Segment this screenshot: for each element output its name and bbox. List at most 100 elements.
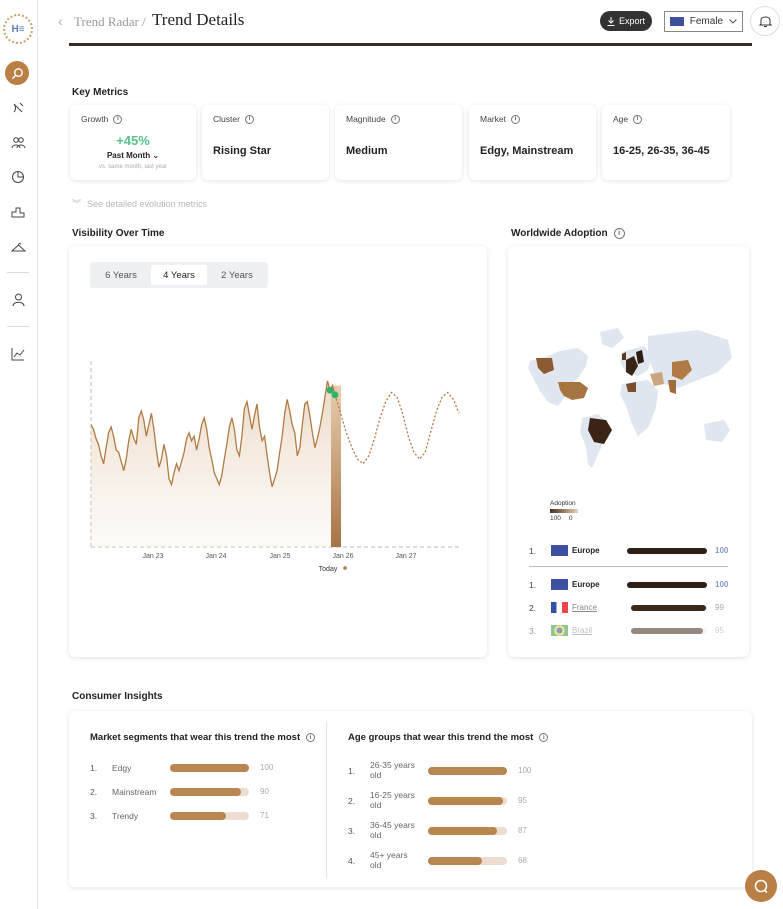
map-brazil[interactable]	[588, 418, 612, 444]
today-bar	[331, 385, 341, 547]
tab-4-years[interactable]: 4 Years	[151, 265, 207, 285]
data-point-marker[interactable]	[331, 391, 339, 399]
map-europe-west[interactable]	[626, 356, 638, 376]
growth-card: Growth i +45% Past Month ⌄ vs. same month…	[70, 105, 196, 180]
rank: 2.	[529, 602, 537, 613]
segment-label: Mainstream	[112, 787, 157, 797]
info-icon[interactable]: i	[633, 114, 643, 124]
age-bar-track	[428, 797, 507, 805]
segment-label: Edgy	[112, 763, 132, 773]
country-row-brazil[interactable]: 3. Brazil 95	[529, 625, 724, 636]
page-header: ‹ Trend Radar / Trend Details Export Fem…	[38, 0, 783, 46]
age-bar-track	[428, 767, 507, 775]
country-value: 99	[715, 603, 724, 612]
app-logo[interactable]: H≡	[3, 14, 33, 44]
map-uk[interactable]	[622, 352, 626, 360]
map-australia[interactable]	[704, 420, 730, 442]
sidebar: H≡	[0, 0, 38, 909]
nav-satellite[interactable]	[9, 99, 27, 117]
x-tick-label: Jan 23	[142, 553, 163, 560]
france-flag-icon	[551, 602, 568, 613]
breadcrumb-parent[interactable]: Trend Radar /	[74, 14, 146, 29]
rank: 1.	[529, 545, 537, 556]
country-bar-track	[631, 604, 707, 611]
evolution-metrics-link[interactable]: ︾ See detailed evolution metrics	[72, 197, 207, 210]
age-row: 4. 45+ years old 68	[348, 850, 608, 872]
growth-period-select[interactable]: Past Month ⌄	[70, 151, 196, 160]
map-usa[interactable]	[558, 382, 588, 400]
map-india[interactable]	[668, 380, 676, 394]
back-chevron-icon[interactable]: ‹	[58, 13, 63, 29]
period-tabs: 6 Years 4 Years 2 Years	[90, 262, 268, 288]
nav-ranking[interactable]	[9, 203, 27, 221]
today-dot	[343, 566, 347, 570]
info-icon[interactable]: i	[244, 114, 254, 124]
info-icon[interactable]: i	[306, 733, 316, 742]
country-bar	[627, 547, 707, 554]
data-point-marker[interactable]	[326, 386, 334, 394]
x-tick-label: Jan 27	[395, 553, 416, 560]
top-country-row[interactable]: 1. Europe 100	[529, 545, 728, 556]
age-label: 26-35 years old	[370, 760, 415, 780]
eu-flag-icon	[670, 17, 684, 26]
consumer-insights-title: Consumer Insights	[72, 691, 163, 702]
visibility-title: Visibility Over Time	[72, 228, 165, 239]
map-europe-central[interactable]	[636, 350, 644, 364]
info-icon[interactable]: i	[510, 114, 520, 124]
age-label: 16-25 years old	[370, 790, 415, 810]
age-rank: 3.	[348, 826, 356, 836]
age-label: 36-45 years old	[370, 820, 415, 840]
growth-label-text: Growth	[81, 114, 109, 124]
nav-divider	[7, 272, 29, 273]
market-label-text: Market	[480, 114, 506, 124]
age-bar	[428, 857, 482, 865]
tab-6-years[interactable]: 6 Years	[105, 269, 137, 281]
export-label: Export	[618, 16, 645, 26]
gender-select[interactable]: Female	[664, 11, 743, 32]
info-icon[interactable]: i	[539, 733, 549, 742]
legend-gradient	[550, 509, 578, 513]
country-name[interactable]: France	[572, 603, 597, 612]
nav-community[interactable]	[9, 134, 27, 152]
map-middle-east[interactable]	[650, 372, 664, 386]
segment-bar	[170, 764, 249, 772]
map-north-africa[interactable]	[626, 382, 636, 392]
info-icon[interactable]: i	[390, 114, 400, 124]
age-row: 1. 26-35 years old 100	[348, 760, 608, 782]
notifications-button[interactable]	[750, 6, 780, 36]
chat-support-button[interactable]	[745, 870, 777, 902]
adoption-divider	[529, 566, 728, 567]
legend-scale: 100 0	[550, 515, 578, 522]
country-row-france[interactable]: 2. France 99	[529, 602, 724, 613]
export-button[interactable]: Export	[600, 11, 652, 31]
country-name[interactable]: Brazil	[572, 626, 593, 635]
eu-flag-icon	[551, 545, 568, 556]
nav-profile[interactable]	[9, 291, 27, 309]
market-label: Market i	[480, 114, 520, 124]
info-icon[interactable]: i	[613, 228, 625, 239]
nav-reports[interactable]	[9, 345, 27, 363]
segment-value: 71	[260, 811, 269, 820]
age-value: 100	[518, 766, 532, 775]
magnitude-label-text: Magnitude	[346, 114, 386, 124]
country-row-europe[interactable]: 1. Europe 100	[529, 579, 728, 590]
map-africa[interactable]	[620, 380, 658, 436]
cluster-value: Rising Star	[213, 145, 272, 157]
info-icon[interactable]: i	[113, 114, 123, 124]
map-asia[interactable]	[648, 330, 732, 388]
growth-note: vs. same month, last year	[98, 164, 168, 170]
key-metrics-title: Key Metrics	[72, 87, 129, 98]
world-map[interactable]	[508, 306, 749, 526]
nav-trend-radar[interactable]	[5, 61, 29, 85]
map-canada-west[interactable]	[536, 358, 554, 374]
nav-analytics[interactable]	[9, 168, 27, 186]
map-china[interactable]	[672, 360, 692, 380]
adoption-title: Worldwide Adoption i	[511, 228, 625, 239]
legend-max: 100	[550, 515, 561, 522]
x-tick-label: Jan 26	[332, 553, 353, 560]
age-row: 3. 36-45 years old 87	[348, 820, 608, 842]
map-greenland[interactable]	[600, 328, 624, 348]
segment-row: 3. Trendy 71	[90, 811, 320, 823]
nav-wardrobe[interactable]	[9, 238, 27, 256]
tab-2-years[interactable]: 2 Years	[221, 269, 253, 281]
